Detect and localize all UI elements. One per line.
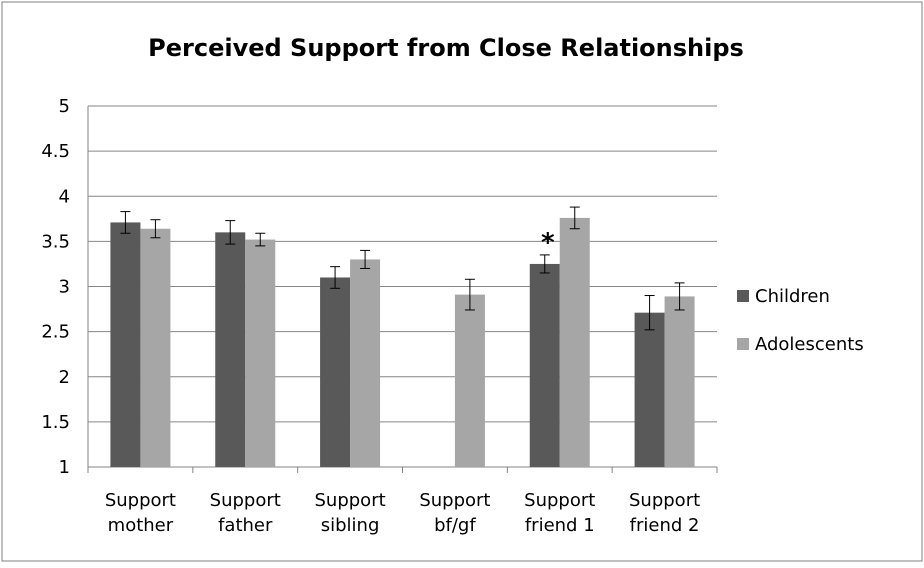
bar	[529, 263, 560, 467]
bar	[454, 294, 485, 467]
x-category-label-line: father	[218, 515, 273, 536]
bar	[664, 296, 695, 467]
legend-label: Adolescents	[755, 334, 864, 355]
x-category-label-line: friend 2	[630, 515, 700, 536]
x-category-label: Support mother	[105, 490, 176, 536]
x-category-label-line: sibling	[321, 515, 380, 536]
axes: 1 1.5 2 2.5 3 3.5 4 4.5 5 Support mother Support fat…	[41, 96, 718, 536]
x-category-label-line: friend 1	[525, 515, 595, 536]
y-tick-label: 4	[59, 186, 70, 207]
y-tick-label: 1	[59, 457, 70, 478]
significance-marker: *	[541, 228, 555, 258]
y-tick-label: 2.5	[41, 322, 70, 343]
y-tick-label: 3	[59, 277, 70, 298]
bars	[110, 217, 695, 467]
x-category-label: Support friend 1	[524, 490, 595, 536]
y-tick-label: 4.5	[41, 141, 70, 162]
x-category-label-line: Support	[629, 490, 700, 511]
x-category-label-line: Support	[524, 490, 595, 511]
error-bars	[120, 206, 685, 331]
annotations: *	[541, 228, 555, 258]
x-category-label-line: Support	[210, 490, 281, 511]
legend-swatch	[737, 338, 749, 350]
x-category-label: Support friend 2	[629, 490, 700, 536]
legend-label: Children	[755, 286, 830, 307]
bar	[110, 222, 141, 467]
x-category-label-line: Support	[315, 490, 386, 511]
x-category-label: Support sibling	[315, 490, 386, 536]
bar	[350, 259, 381, 467]
legend: Children Adolescents	[737, 286, 864, 355]
x-category-label: Support father	[210, 490, 281, 536]
bar	[140, 228, 171, 467]
x-category-label-line: bf/gf	[434, 515, 476, 536]
bar	[215, 232, 246, 467]
x-category-label-line: Support	[419, 490, 490, 511]
chart-title: Perceived Support from Close Relationshi…	[148, 34, 744, 62]
x-category-label: Support bf/gf	[419, 490, 490, 536]
bar	[634, 312, 665, 467]
legend-swatch	[737, 290, 749, 302]
y-tick-label: 3.5	[41, 231, 70, 252]
gridlines	[88, 105, 717, 423]
x-category-label-line: Support	[105, 490, 176, 511]
bar	[320, 277, 351, 467]
bar	[559, 217, 590, 467]
x-category-label-line: mother	[108, 515, 174, 536]
y-tick-label: 1.5	[41, 412, 70, 433]
y-tick-label: 5	[59, 96, 70, 117]
bar	[245, 239, 276, 467]
y-tick-label: 2	[59, 367, 70, 388]
